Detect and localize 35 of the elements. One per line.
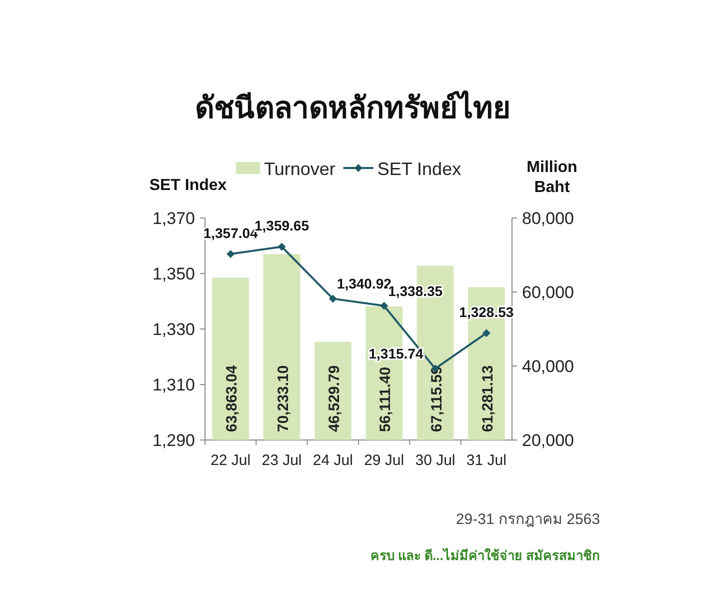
data-label: 1,340.92 bbox=[336, 276, 392, 292]
text: ครบ และ ดี...ไม่มีค่าใช้จ่าย สมัครสมาชิก bbox=[370, 547, 600, 563]
y2-tick-label: 60,000 bbox=[522, 283, 574, 302]
point bbox=[380, 302, 388, 310]
x-tick-label: 23 Jul bbox=[262, 452, 302, 469]
x-tick-label: 24 Jul bbox=[312, 452, 353, 469]
legend-label: Turnover bbox=[264, 159, 336, 179]
y2-tick-label: 80,000 bbox=[522, 209, 574, 228]
data-label: 46,529.79 bbox=[326, 365, 343, 432]
y-tick-label: 1,310 bbox=[152, 376, 195, 394]
data-label: 1,315.74 bbox=[368, 346, 424, 362]
y-tick-label: 1,290 bbox=[152, 431, 195, 450]
data-label: 70,233.10 bbox=[274, 365, 292, 432]
point bbox=[226, 250, 235, 258]
legend-label: SET Index bbox=[377, 159, 462, 179]
x-tick-label: 29 Jul bbox=[364, 452, 404, 469]
data-label: 56,111.40 bbox=[377, 366, 394, 432]
x-tick-label: 30 Jul bbox=[415, 452, 456, 469]
chart-title: ดัชนีตลาดหลักทรัพย์ไทย bbox=[195, 90, 511, 125]
point bbox=[328, 294, 337, 303]
data-label: 61,281.13 bbox=[479, 365, 496, 432]
data-label: 63,863.04 bbox=[224, 364, 241, 432]
y-tick-label: 1,330 bbox=[152, 320, 195, 339]
x-tick-label: 22 Jul bbox=[210, 452, 251, 469]
y-axis-title: SET Index bbox=[149, 177, 227, 194]
data-label: 1,328.53 bbox=[459, 304, 514, 320]
point bbox=[482, 329, 490, 338]
y2-axis-title: Million Baht bbox=[526, 159, 578, 196]
text: 29-31 กรกฎาคม 2563 bbox=[456, 511, 600, 528]
point bbox=[278, 242, 286, 251]
y-tick-label: 1,370 bbox=[152, 209, 195, 228]
y2-tick-label: 40,000 bbox=[522, 357, 574, 376]
y-tick-label: 1,350 bbox=[152, 264, 195, 284]
y2-tick-label: 20,000 bbox=[522, 431, 574, 450]
x-tick-label: 31 Jul bbox=[466, 452, 506, 469]
